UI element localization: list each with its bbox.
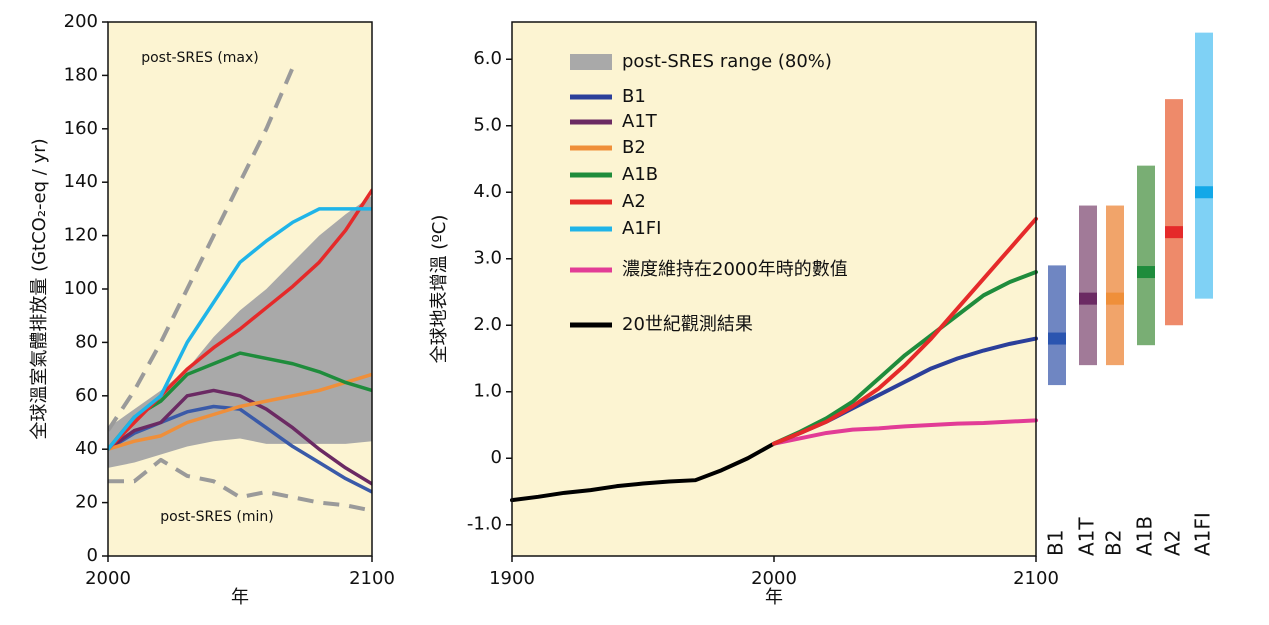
category-label: B2 bbox=[1102, 530, 1126, 556]
legend-label: 20世紀觀測結果 bbox=[622, 314, 753, 335]
annotation: post-SRES (min) bbox=[160, 509, 273, 525]
x-tick-label: 1900 bbox=[489, 568, 535, 589]
range-bar bbox=[1048, 265, 1066, 386]
best-estimate bbox=[1106, 292, 1124, 305]
y-tick-label: 180 bbox=[64, 64, 98, 85]
category-label: A2 bbox=[1161, 530, 1185, 556]
x-axis-label: 年 bbox=[765, 587, 783, 608]
legend-label: post-SRES range (80%) bbox=[622, 51, 832, 72]
legend-label: A1T bbox=[622, 111, 658, 132]
legend-label: 濃度維持在2000年時的數值 bbox=[622, 259, 848, 280]
legend-swatch bbox=[570, 226, 612, 232]
category-label: A1B bbox=[1133, 516, 1157, 556]
best-estimate bbox=[1137, 266, 1155, 279]
series-line bbox=[108, 372, 372, 451]
y-tick-label: 20 bbox=[75, 492, 98, 513]
range-area bbox=[108, 195, 372, 468]
legend-label: A1FI bbox=[622, 218, 661, 239]
legend-swatch bbox=[570, 54, 612, 70]
plot-frame bbox=[511, 21, 1037, 557]
y-tick-label: 6.0 bbox=[473, 48, 502, 69]
y-tick-label: 2.0 bbox=[473, 314, 502, 335]
y-tick-label: 200 bbox=[64, 11, 98, 32]
bound-line bbox=[108, 66, 295, 432]
series-line bbox=[772, 270, 1038, 446]
bound-line bbox=[108, 457, 372, 513]
legend-label: A2 bbox=[622, 191, 646, 212]
series-line bbox=[772, 418, 1038, 446]
y-axis-label: 全球地表增溫 (ºC) bbox=[429, 215, 450, 364]
legend-swatch bbox=[570, 119, 612, 125]
series-line bbox=[510, 441, 776, 503]
range-bar bbox=[1079, 205, 1097, 366]
plot-background bbox=[512, 22, 1036, 556]
legend-label: B2 bbox=[622, 137, 646, 158]
x-tick-label: 2100 bbox=[349, 568, 395, 589]
range-bar bbox=[1195, 32, 1213, 299]
x-tick-label: 2100 bbox=[1013, 568, 1059, 589]
range-bar bbox=[1137, 165, 1155, 346]
best-estimate bbox=[1079, 292, 1097, 305]
legend-label: B1 bbox=[622, 86, 646, 107]
y-tick-label: 4.0 bbox=[473, 181, 502, 202]
category-label: A1FI bbox=[1191, 512, 1215, 556]
legend-swatch bbox=[570, 199, 612, 205]
best-estimate bbox=[1165, 226, 1183, 239]
x-tick-label: 2000 bbox=[85, 568, 131, 589]
series-line bbox=[772, 216, 1038, 446]
x-tick-label: 2000 bbox=[751, 568, 797, 589]
y-tick-label: 140 bbox=[64, 171, 98, 192]
y-tick-label: 120 bbox=[64, 225, 98, 246]
legend-swatch bbox=[570, 267, 612, 273]
category-label: A1T bbox=[1075, 517, 1099, 556]
y-tick-label: 40 bbox=[75, 438, 98, 459]
legend-swatch bbox=[570, 94, 612, 100]
y-tick-label: -1.0 bbox=[467, 514, 502, 535]
category-label: B1 bbox=[1044, 530, 1068, 556]
y-tick-label: 0 bbox=[87, 545, 98, 566]
y-tick-label: 80 bbox=[75, 331, 98, 352]
legend-swatch bbox=[570, 145, 612, 151]
y-tick-label: 160 bbox=[64, 118, 98, 139]
plot-frame bbox=[107, 21, 373, 557]
legend-label: A1B bbox=[622, 164, 658, 185]
y-tick-label: 100 bbox=[64, 278, 98, 299]
y-tick-label: 60 bbox=[75, 385, 98, 406]
legend-swatch bbox=[570, 322, 612, 328]
y-tick-label: 1.0 bbox=[473, 381, 502, 402]
annotation: post-SRES (max) bbox=[141, 50, 259, 66]
legend-swatch bbox=[570, 172, 612, 178]
y-axis-label: 全球溫室氣體排放量 (GtCO₂-eq / yr) bbox=[29, 138, 50, 439]
range-bar bbox=[1165, 99, 1183, 326]
best-estimate bbox=[1195, 186, 1213, 199]
best-estimate bbox=[1048, 332, 1066, 345]
series-line bbox=[108, 207, 372, 451]
y-tick-label: 3.0 bbox=[473, 248, 502, 269]
range-bar bbox=[1106, 205, 1124, 366]
series-line bbox=[108, 388, 372, 486]
y-tick-label: 5.0 bbox=[473, 115, 502, 136]
x-axis-label: 年 bbox=[231, 587, 249, 608]
y-tick-label: 0 bbox=[491, 447, 502, 468]
